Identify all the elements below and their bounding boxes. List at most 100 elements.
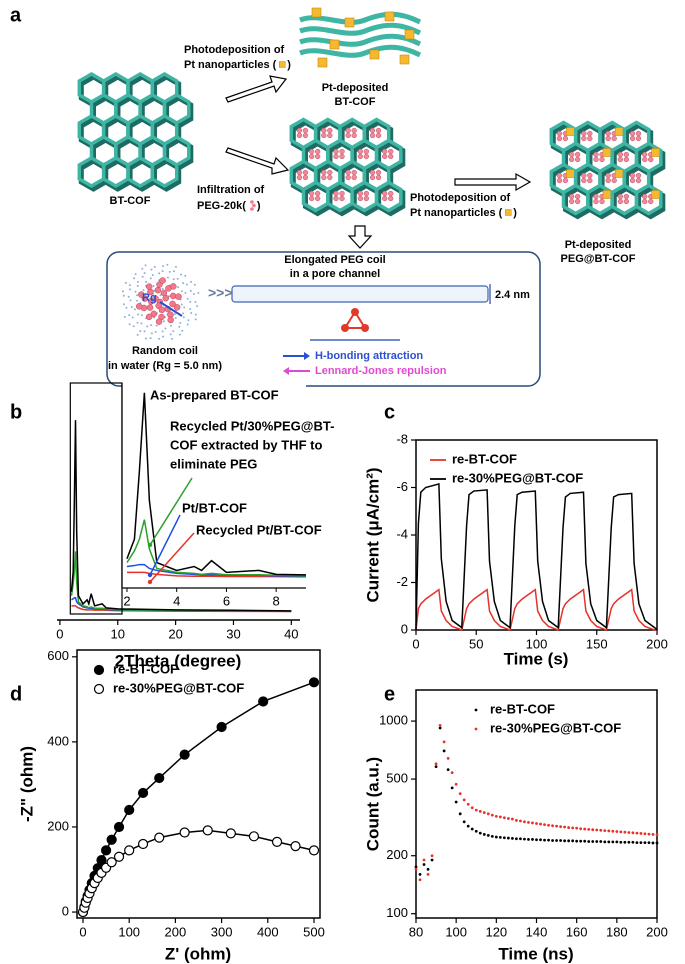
water-dot	[194, 300, 197, 303]
peg-bead	[629, 172, 636, 179]
peg-bead	[642, 193, 648, 200]
water-dot	[178, 325, 181, 328]
peg-bead	[308, 153, 315, 160]
peg-bead	[369, 132, 376, 139]
series-line	[70, 420, 292, 612]
peg-bead	[296, 127, 303, 134]
peg-bead	[321, 174, 327, 181]
peg-bead	[605, 135, 611, 142]
peg-bead	[158, 306, 166, 314]
cof-sheet	[299, 44, 422, 58]
series-line	[82, 681, 315, 913]
x-tick-label: 300	[211, 924, 233, 939]
label: Pt-deposited	[565, 239, 632, 251]
data-point	[531, 838, 534, 841]
data-point	[527, 820, 530, 824]
peg-bead	[339, 148, 345, 155]
label: Infiltration of	[197, 184, 265, 196]
legend-arrow	[304, 352, 310, 360]
chart-panel: d 0 100 200 300 400 500 0 200 400 600 Z' (ohm) -Z" (…	[10, 648, 325, 963]
water-dot	[172, 270, 175, 273]
water-dot	[194, 313, 197, 316]
peg-bead	[599, 156, 605, 163]
pt-particle	[566, 127, 575, 136]
peg-bead	[574, 156, 581, 163]
water-dot	[166, 263, 169, 266]
data-point	[498, 815, 502, 819]
water-dot	[177, 286, 180, 289]
peg-bead	[562, 177, 569, 184]
data-point	[478, 809, 482, 813]
cof-sheet	[299, 33, 422, 47]
data-point	[106, 857, 117, 868]
legend-arrow	[283, 367, 289, 375]
annotation: Pt/BT-COF	[182, 500, 247, 515]
data-point	[527, 838, 530, 841]
annotation: eliminate PEG	[170, 456, 257, 471]
data-point	[454, 782, 458, 786]
peg-bead	[327, 174, 333, 181]
data-point	[583, 827, 587, 831]
water-dot	[192, 292, 195, 295]
water-dot	[161, 270, 164, 273]
x-tick-label: 80	[409, 924, 423, 939]
data-point	[655, 841, 659, 845]
peg-icon	[250, 200, 254, 204]
peg-bead	[145, 283, 153, 290]
label: )	[257, 200, 261, 212]
data-point	[430, 854, 434, 858]
peg-bead	[623, 193, 630, 200]
water-dot	[186, 323, 189, 326]
peg-bead	[629, 130, 636, 137]
annotation-arrow	[149, 532, 195, 583]
arrow	[347, 225, 373, 249]
water-dot	[140, 314, 143, 317]
peg-bead	[388, 148, 394, 155]
data-point	[430, 858, 434, 862]
x-tick-label: 0	[79, 924, 86, 939]
peg-bead	[351, 127, 357, 134]
peg-bead	[333, 153, 339, 160]
data-point	[639, 841, 643, 844]
peg-bead	[388, 195, 394, 202]
data-point	[470, 827, 474, 831]
inset-x-tick-label: 8	[273, 593, 280, 608]
data-point	[506, 836, 510, 840]
water-dot	[141, 267, 144, 270]
peg-bead	[357, 153, 364, 160]
data-point	[154, 832, 165, 843]
charts: b 0 10 20 30 40 2Theta (degree) 2 4 6 8 As-prepared…	[10, 382, 668, 963]
peg-bead	[382, 195, 388, 202]
annotation-arrow-head	[147, 579, 153, 585]
peg-bead	[357, 148, 364, 155]
peg-bead	[169, 300, 176, 308]
panel-letter: a	[10, 4, 22, 26]
data-point	[154, 772, 165, 784]
water-dot	[158, 272, 161, 275]
data-point	[450, 786, 454, 790]
peg-bead	[617, 193, 624, 200]
data-point	[543, 838, 546, 842]
data-point	[418, 872, 422, 876]
pt-icon	[505, 209, 512, 216]
chart-panel: b 0 10 20 30 40 2Theta (degree) 2 4 6 8 As-prepared…	[10, 382, 334, 670]
data-point	[623, 830, 627, 834]
data-point	[446, 757, 450, 760]
y-tick-label: 400	[47, 733, 69, 748]
peg-bead	[581, 172, 587, 179]
peg-bead	[574, 151, 581, 158]
data-point	[539, 838, 542, 842]
data-point	[248, 831, 260, 842]
y-tick-label: -2	[396, 574, 408, 589]
water-dot	[139, 330, 142, 333]
data-point	[96, 855, 107, 866]
peg-bead	[623, 198, 630, 205]
data-point	[454, 800, 458, 804]
water-dot	[174, 317, 177, 320]
peg-bead	[167, 316, 174, 324]
peg-bead	[357, 190, 364, 197]
peg-bead	[150, 310, 158, 318]
peg-bead	[605, 177, 611, 184]
peg-bead	[135, 303, 143, 310]
peg-bead	[345, 127, 351, 134]
